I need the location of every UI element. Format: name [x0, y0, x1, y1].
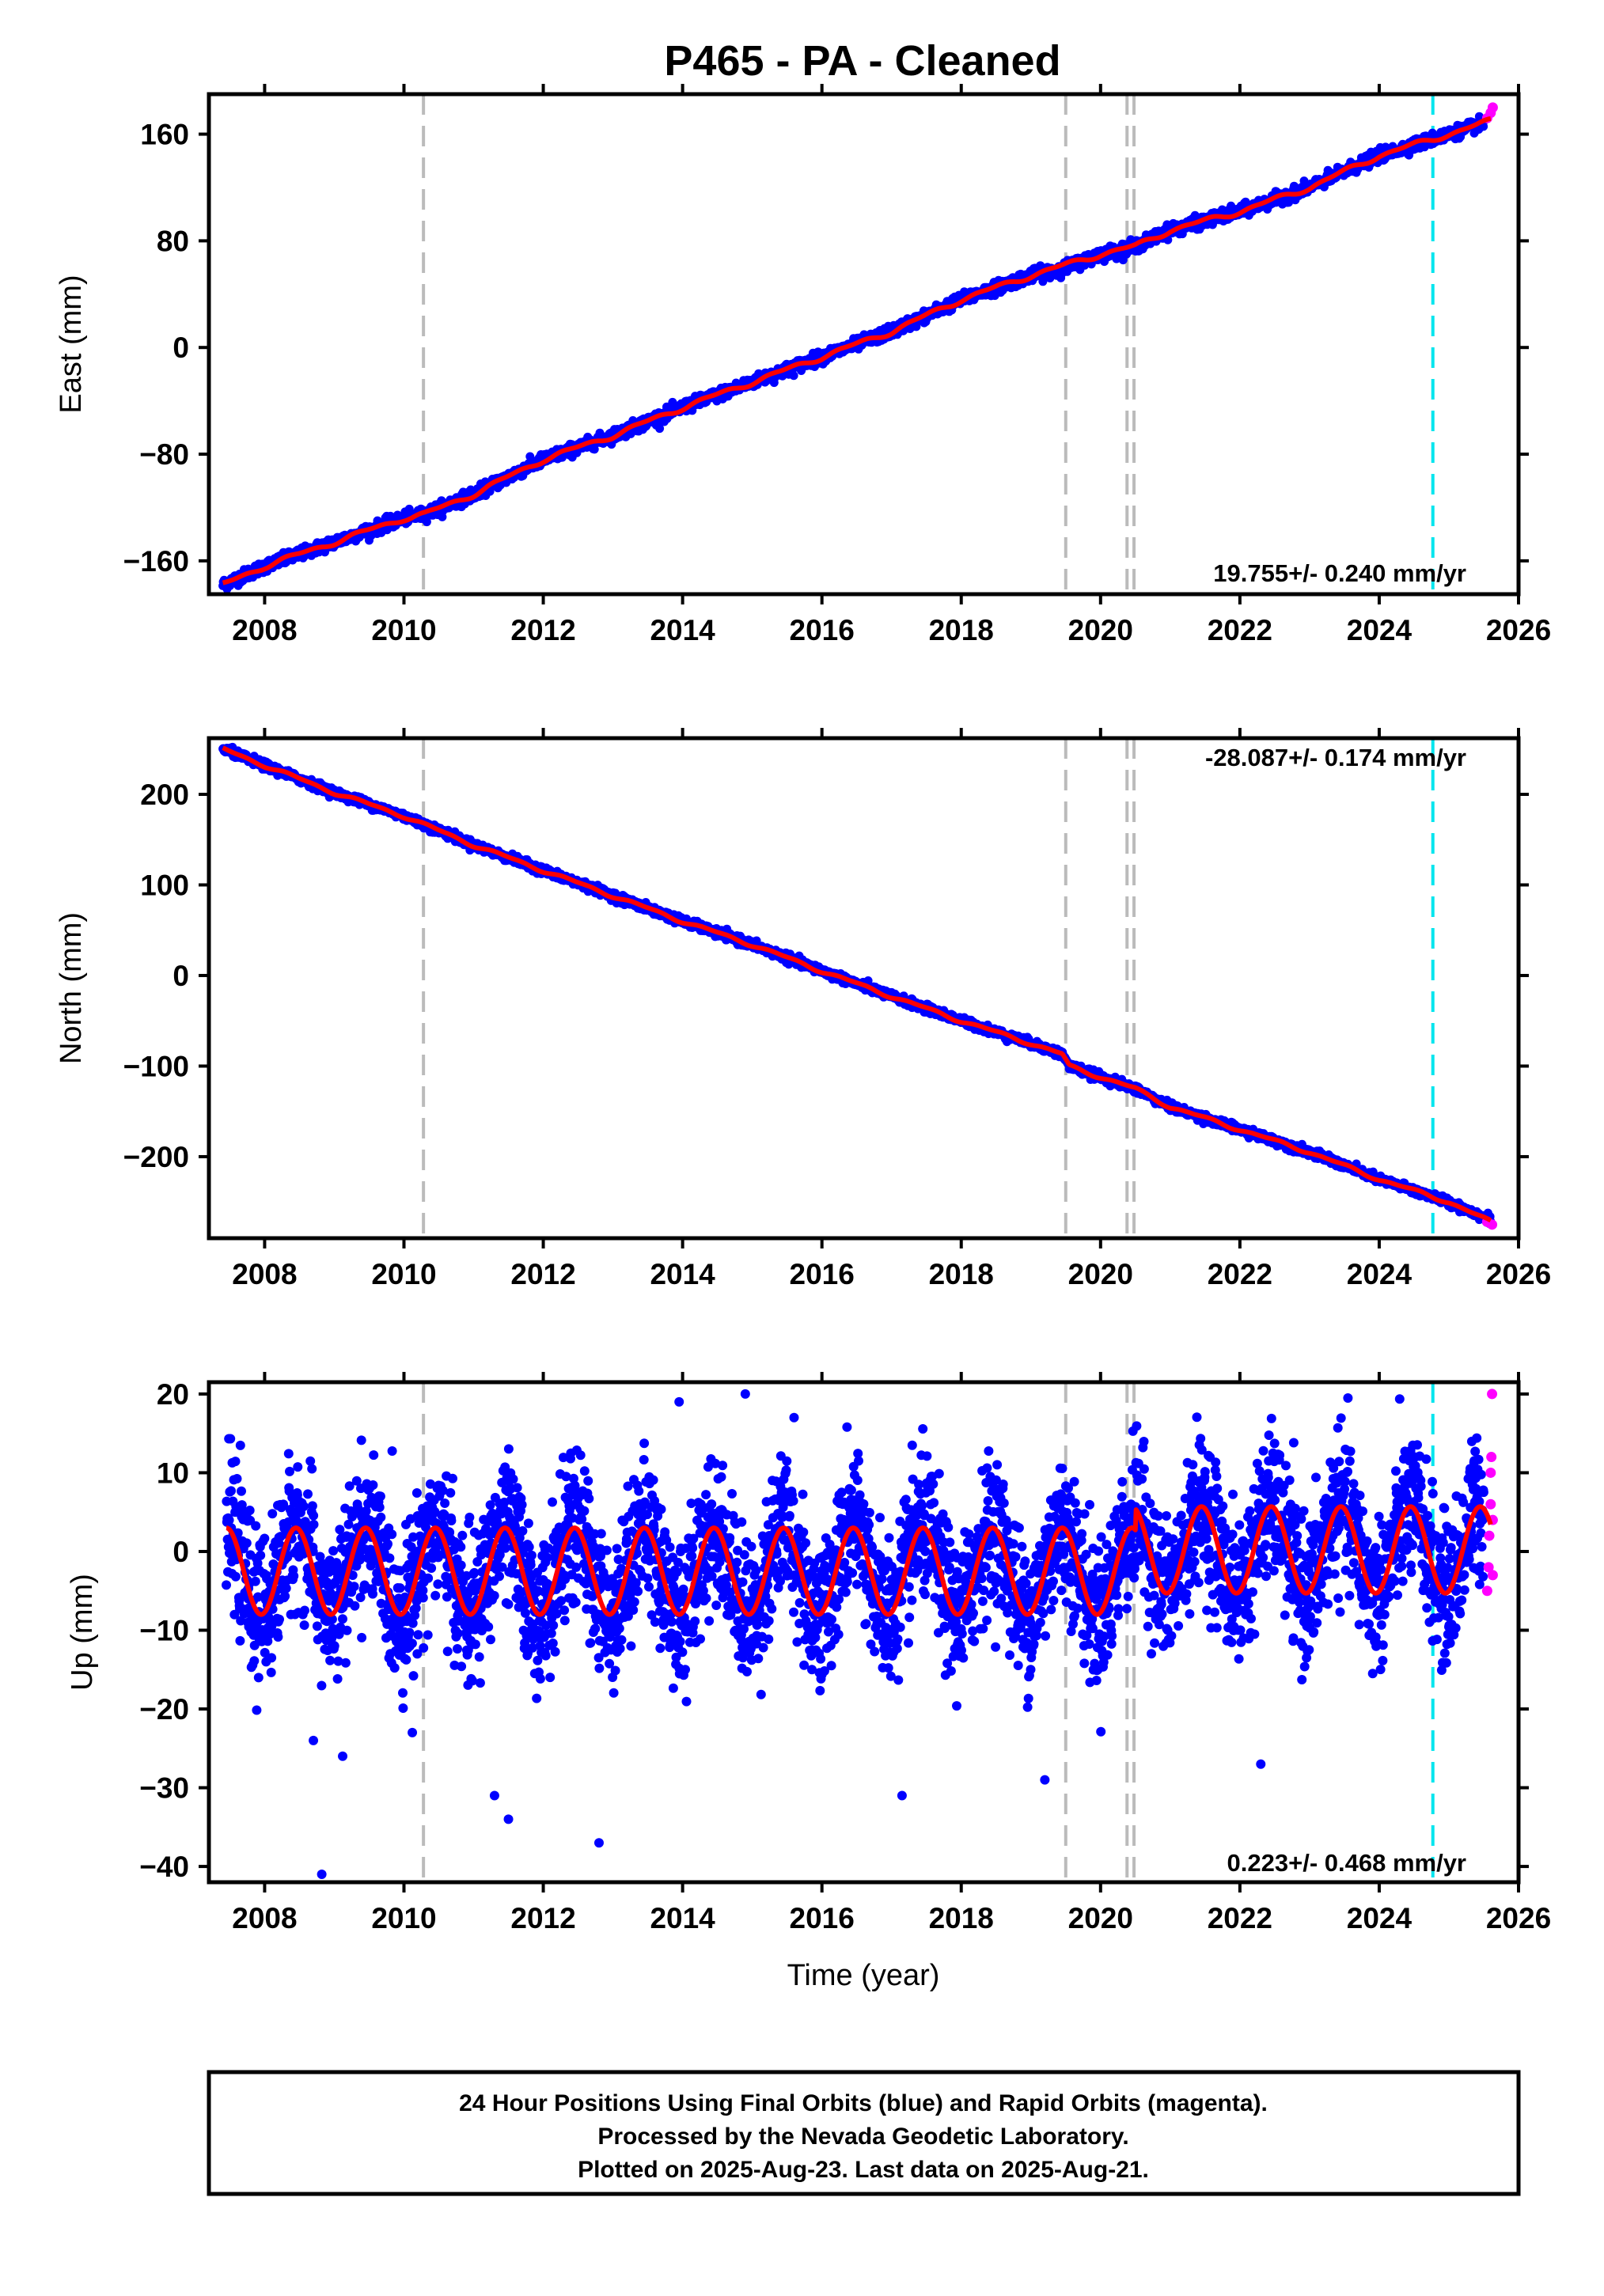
east-data-point [422, 517, 431, 527]
east-y-tick-label: −80 [139, 438, 189, 471]
east-data-point [655, 424, 665, 434]
east-y-tick-label: 160 [140, 119, 189, 151]
east-rate-label: 19.755+/- 0.240 mm/yr [1213, 559, 1466, 587]
east-x-tick-label: 2024 [1347, 614, 1413, 646]
east-x-tick-label: 2026 [1486, 614, 1551, 646]
east-data-point [789, 371, 798, 381]
east-panel: 160 80 0 −80 −160 2008 2010 2012 2014 2016 2018 20… [55, 84, 1551, 646]
east-y-tick-label: −160 [123, 545, 189, 578]
east-y-tick-label: 80 [157, 225, 189, 257]
figure-title: P465 - PA - Cleaned [664, 37, 1060, 85]
east-x-tick-label: 2018 [929, 614, 994, 646]
east-y-tick-label: 0 [173, 332, 189, 364]
east-x-tick-label: 2010 [371, 614, 436, 646]
east-x-tick-label: 2022 [1208, 614, 1272, 646]
east-x-tick-label: 2016 [790, 614, 855, 646]
east-x-tick-label: 2020 [1068, 614, 1133, 646]
east-x-tick-label: 2012 [510, 614, 575, 646]
east-y-axis-label: East (mm) [55, 275, 88, 413]
east-x-tick-label: 2014 [650, 614, 715, 646]
east-x-tick-label: 2008 [232, 614, 297, 646]
east-rapid-point [1487, 102, 1498, 113]
